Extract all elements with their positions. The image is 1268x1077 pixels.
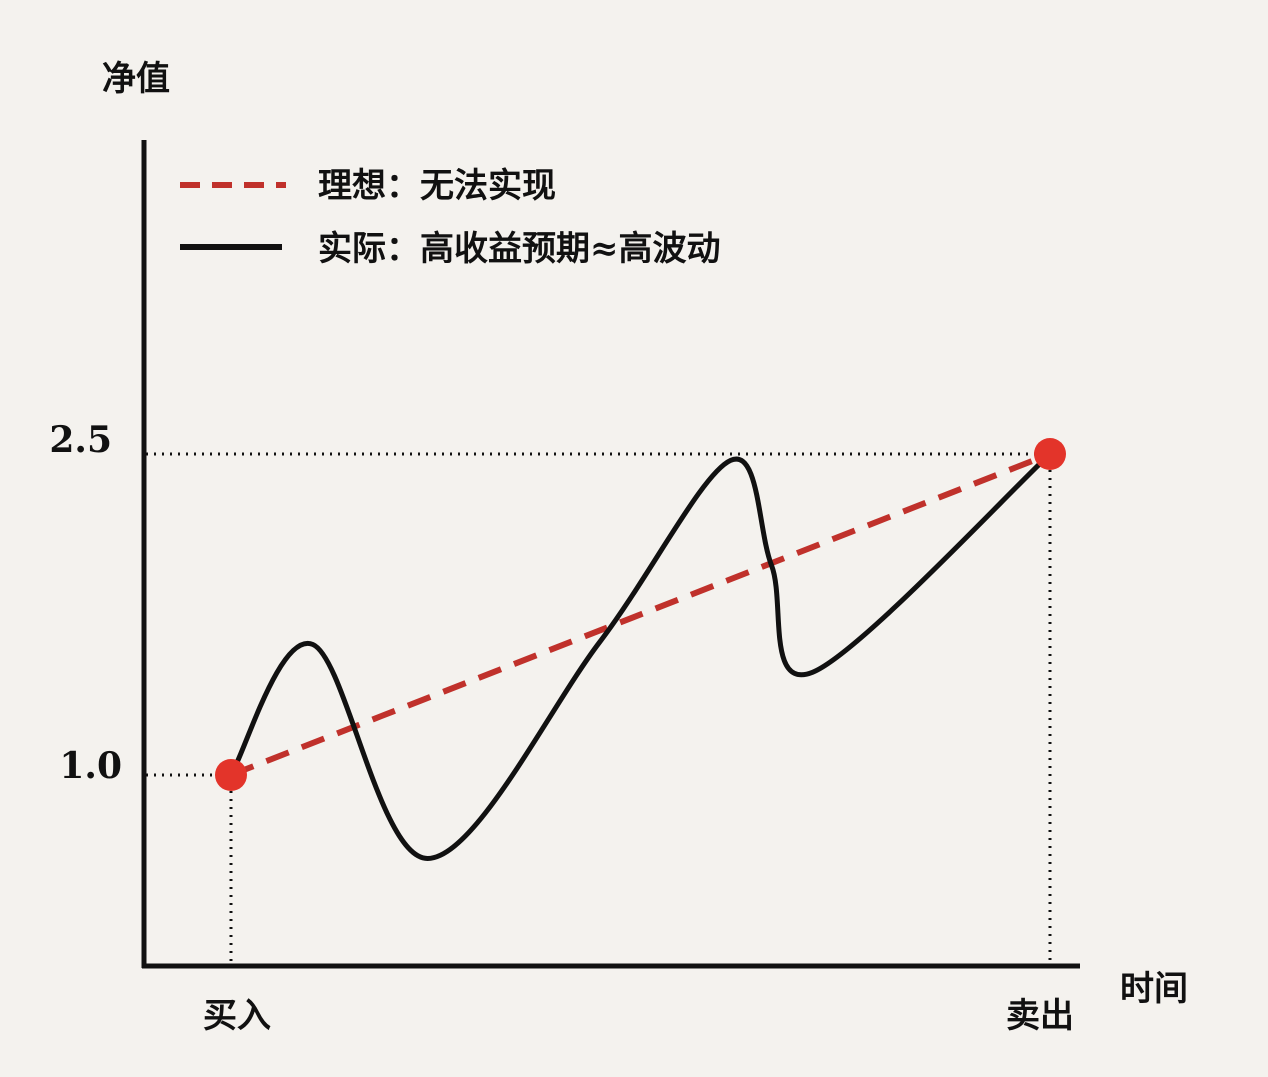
y-axis-label: 净值 xyxy=(102,59,170,99)
x-tick-label: 买入 xyxy=(203,996,271,1036)
marker-sell xyxy=(1034,438,1066,470)
marker-buy xyxy=(215,759,247,791)
x-axis-label: 时间 xyxy=(1120,969,1188,1009)
x-tick-label: 卖出 xyxy=(1006,996,1074,1036)
series-line-actual xyxy=(228,451,1053,862)
y-tick-label: 2.5 xyxy=(49,419,112,461)
legend-label-actual: 实际：高收益预期≈高波动 xyxy=(318,229,721,269)
y-tick-label: 1.0 xyxy=(59,745,122,787)
legend-label-ideal: 理想：无法实现 xyxy=(318,166,556,206)
series-line-ideal xyxy=(229,451,1052,778)
